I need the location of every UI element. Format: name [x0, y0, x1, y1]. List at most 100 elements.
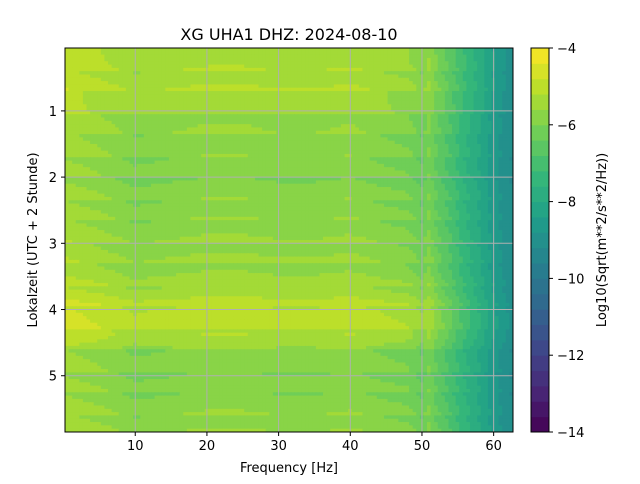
heatmap-cell	[340, 64, 346, 69]
heatmap-cell	[355, 153, 360, 158]
heatmap-cell	[376, 100, 381, 105]
heatmap-cell	[434, 81, 439, 86]
heatmap-cell	[233, 77, 238, 82]
heatmap-cell	[190, 124, 195, 129]
heatmap-cell	[305, 77, 310, 82]
heatmap-cell	[376, 87, 381, 92]
heatmap-cell	[426, 51, 432, 56]
heatmap-cell	[466, 147, 471, 152]
heatmap-cell	[158, 124, 163, 129]
heatmap-cell	[100, 163, 106, 168]
heatmap-cell	[366, 84, 371, 89]
heatmap-cell	[308, 170, 313, 175]
heatmap-cell	[319, 64, 324, 69]
heatmap-cell	[469, 64, 475, 69]
heatmap-cell	[355, 170, 360, 175]
heatmap-cell	[97, 64, 102, 69]
heatmap-cell	[68, 61, 73, 66]
heatmap-cell	[312, 81, 317, 86]
heatmap-cell	[308, 153, 313, 158]
heatmap-cell	[297, 177, 303, 182]
heatmap-cell	[190, 57, 195, 62]
heatmap-cell	[108, 117, 113, 122]
heatmap-cell	[505, 117, 511, 122]
heatmap-cell	[168, 157, 174, 162]
heatmap-cell	[387, 167, 392, 172]
heatmap-cell	[100, 147, 106, 152]
heatmap-cell	[434, 147, 439, 152]
heatmap-cell	[297, 160, 303, 165]
heatmap-cell	[362, 147, 367, 152]
heatmap-cell	[118, 64, 123, 69]
heatmap-cell	[201, 173, 206, 178]
heatmap-cell	[387, 64, 392, 69]
heatmap-cell	[423, 71, 428, 76]
heatmap-cell	[136, 48, 141, 52]
heatmap-cell	[373, 127, 378, 132]
heatmap-cell	[505, 107, 511, 112]
heatmap-cell	[333, 173, 338, 178]
heatmap-cell	[269, 71, 274, 76]
heatmap-cell	[108, 170, 113, 175]
heatmap-cell	[448, 97, 453, 102]
heatmap-cell	[251, 173, 256, 178]
heatmap-cell	[434, 117, 439, 122]
heatmap-cell	[405, 124, 410, 129]
heatmap-cell	[265, 170, 270, 175]
heatmap-cell	[233, 54, 238, 59]
heatmap-cell	[369, 140, 374, 145]
heatmap-cell	[376, 114, 381, 119]
heatmap-cell	[104, 48, 109, 52]
heatmap-cell	[459, 94, 464, 99]
heatmap-cell	[115, 74, 120, 79]
heatmap-cell	[509, 57, 513, 62]
heatmap-cell	[168, 170, 174, 175]
heatmap-cell	[219, 54, 224, 59]
heatmap-cell	[165, 170, 170, 175]
heatmap-cell	[312, 173, 317, 178]
heatmap-cell	[509, 71, 513, 76]
heatmap-cell	[251, 64, 256, 69]
heatmap-cell	[344, 84, 349, 89]
heatmap-cell	[115, 177, 120, 182]
heatmap-cell	[383, 97, 389, 102]
heatmap-cell	[258, 110, 263, 115]
heatmap-cell	[151, 140, 156, 145]
heatmap-cell	[495, 74, 500, 79]
heatmap-cell	[222, 140, 227, 145]
heatmap-cell	[355, 91, 360, 95]
heatmap-cell	[136, 130, 141, 135]
heatmap-cell	[312, 147, 317, 152]
heatmap-cell	[441, 57, 446, 62]
heatmap-cell	[269, 77, 274, 82]
heatmap-cell	[391, 124, 396, 129]
heatmap-cell	[72, 137, 77, 142]
heatmap-cell	[502, 147, 507, 152]
heatmap-cell	[222, 134, 227, 138]
heatmap-cell	[376, 51, 381, 56]
heatmap-cell	[97, 71, 102, 76]
heatmap-cell	[118, 81, 123, 86]
heatmap-cell	[97, 48, 102, 52]
heatmap-cell	[90, 57, 95, 62]
heatmap-cell	[366, 134, 371, 138]
heatmap-cell	[294, 177, 299, 182]
heatmap-cell	[452, 153, 457, 158]
heatmap-cell	[383, 100, 389, 105]
heatmap-cell	[269, 124, 274, 129]
heatmap-cell	[444, 84, 450, 89]
heatmap-cell	[294, 110, 299, 115]
heatmap-cell	[222, 107, 227, 112]
heatmap-cell	[495, 87, 500, 92]
heatmap-cell	[376, 147, 381, 152]
heatmap-cell	[254, 94, 260, 99]
heatmap-cell	[129, 57, 134, 62]
heatmap-cell	[72, 157, 77, 162]
heatmap-cell	[391, 110, 396, 115]
heatmap-cell	[502, 104, 507, 109]
heatmap-cell	[297, 124, 303, 129]
heatmap-cell	[75, 177, 80, 182]
heatmap-cell	[326, 170, 331, 175]
heatmap-cell	[197, 120, 202, 125]
heatmap-cell	[369, 54, 374, 59]
